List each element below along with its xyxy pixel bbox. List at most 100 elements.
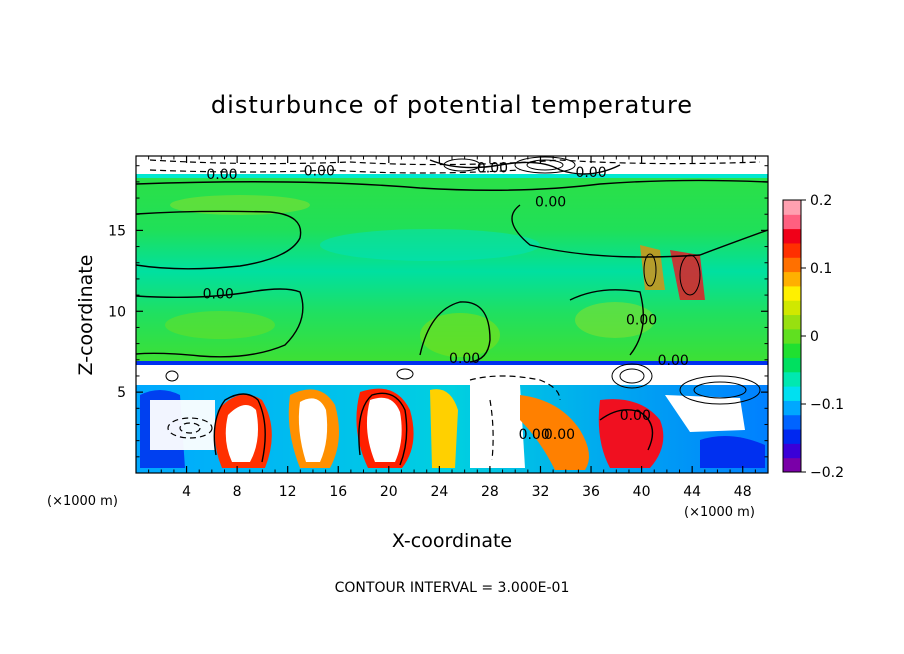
colorbar-tick-label: 0.1 [810, 261, 832, 277]
x-tick-label: 44 [683, 484, 701, 500]
contour-line [599, 409, 654, 451]
colorbar-swatch [783, 314, 801, 330]
contour-cluster [396, 368, 414, 380]
contour-clusters [165, 156, 761, 405]
y-axis-label: Z-coordinate [75, 255, 97, 376]
contour-line [419, 301, 491, 363]
colorbar-swatch [783, 328, 801, 344]
contour-cluster [679, 254, 701, 296]
contour-line [511, 204, 768, 258]
contour-cluster [611, 363, 653, 389]
colorbar-swatch [783, 357, 801, 373]
contour-cluster [443, 158, 481, 172]
contour-cluster [526, 159, 564, 171]
contour-label: 0.00 [203, 286, 234, 302]
contour-label: 0.00 [449, 351, 480, 367]
x-unit-label: (×1000 m) [684, 505, 755, 520]
contour-label: 0.00 [575, 165, 606, 181]
contour-cluster [679, 375, 761, 405]
field-white-band [136, 365, 768, 385]
plot-field: 0.00 0.00 0.000.000.000.000.000.000.000.00… [136, 156, 768, 473]
field-features [140, 195, 765, 470]
x-tick-label: 8 [233, 484, 242, 500]
colorbar-tick-label: −0.2 [810, 465, 844, 481]
colorbar-swatch [783, 429, 801, 444]
contour-lines-negative [149, 159, 761, 461]
feature-blob [575, 302, 655, 338]
colorbar-swatch [783, 242, 801, 258]
feature-blob [420, 313, 500, 357]
chart-title: disturbunce of potential temperature [211, 91, 693, 119]
x-tick-label: 36 [582, 484, 600, 500]
colorbar-tick-label: −0.1 [810, 397, 844, 413]
colorbar-swatch [783, 257, 801, 273]
contour-line-dashed [149, 169, 521, 174]
contour-line-dashed [149, 159, 761, 166]
contour-cluster [165, 370, 179, 382]
colorbar-swatch [783, 343, 801, 358]
x-tick-label: 12 [279, 484, 297, 500]
contour-line [136, 288, 304, 358]
feature-blob [170, 195, 310, 215]
colorbar-swatch [783, 214, 801, 230]
feature-plume [470, 385, 525, 468]
y-tick-label: 5 [117, 385, 126, 401]
contour-cluster [643, 253, 657, 287]
colorbar-swatch [783, 443, 801, 459]
x-tick-label: 32 [532, 484, 550, 500]
x-axis: 4 8 12 16 20 24 28 32 36 40 44 48 [148, 156, 756, 500]
colorbar-swatch [783, 371, 801, 387]
feature-blob [320, 229, 540, 261]
colorbar-tick-label: 0 [810, 329, 819, 345]
feature-plume [298, 398, 328, 462]
x-tick-label: 20 [380, 484, 398, 500]
feature-plume [670, 250, 705, 300]
y-unit-label: (×1000 m) [47, 494, 118, 509]
y-tick-label: 15 [108, 223, 126, 239]
colorbar: 0.2 0.1 0 −0.1 −0.2 [782, 193, 844, 481]
contour-cluster [693, 381, 747, 399]
contour-line-dashed [167, 417, 213, 439]
y-tick-label: 10 [108, 304, 126, 320]
contour-label: 0.00 [544, 427, 575, 443]
colorbar-tick-label: 0.2 [810, 193, 832, 209]
contour-cluster [514, 156, 576, 174]
feature-blob [165, 311, 275, 339]
colorbar-swatch [783, 414, 801, 430]
x-tick-label: 4 [182, 484, 191, 500]
x-tick-label: 48 [734, 484, 752, 500]
contour-line [136, 179, 768, 191]
contour-label: 0.00 [620, 408, 651, 424]
contour-cluster [619, 368, 645, 384]
colorbar-swatch [783, 271, 801, 287]
contour-label: 0.00 [658, 353, 689, 369]
contour-line [358, 392, 408, 466]
colorbar-swatch [783, 457, 801, 473]
feature-plume [225, 405, 258, 462]
colorbar-swatch [783, 228, 801, 244]
x-axis-label: X-coordinate [392, 530, 512, 552]
colorbar-swatch [783, 285, 801, 301]
contour-line-dashed [489, 399, 494, 461]
contour-label: 0.00 [477, 160, 508, 176]
colorbar-swatch [783, 200, 801, 215]
contour-label: 0.00 [304, 164, 335, 180]
x-tick-label: 40 [633, 484, 651, 500]
colorbar-swatch [783, 386, 801, 401]
contour-line [569, 289, 645, 356]
feature-plume [430, 389, 458, 468]
colorbar-swatch [783, 300, 801, 316]
contour-interval-note: CONTOUR INTERVAL = 3.000E-01 [335, 580, 570, 596]
feature-plume [598, 399, 664, 468]
colorbar-swatch [783, 400, 801, 416]
feature-plume [366, 397, 402, 462]
contour-line [213, 393, 266, 463]
x-tick-label: 24 [430, 484, 448, 500]
contour-line [136, 210, 302, 270]
contour-line-dashed [179, 422, 201, 434]
contour-label: 0.00 [626, 312, 657, 328]
field-tropopause-band [136, 361, 768, 365]
contour-label-group: 0.00 0.00 0.000.000.000.000.000.000.000.00… [203, 160, 689, 443]
feature-plume [700, 436, 765, 468]
